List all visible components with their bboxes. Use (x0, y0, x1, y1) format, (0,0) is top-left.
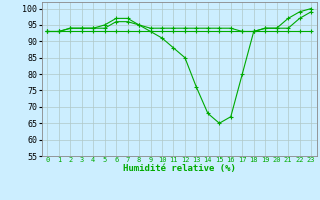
X-axis label: Humidité relative (%): Humidité relative (%) (123, 164, 236, 173)
